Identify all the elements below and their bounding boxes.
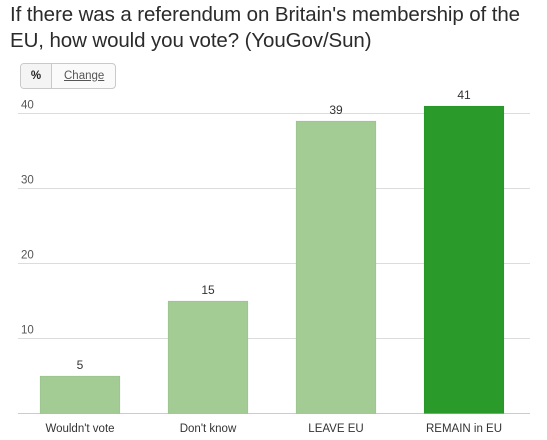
percent-toggle-button[interactable]: % bbox=[21, 64, 52, 88]
bar bbox=[423, 105, 505, 414]
y-tick-label: 10 bbox=[21, 325, 34, 337]
change-toggle-link[interactable]: Change bbox=[64, 70, 105, 82]
x-tick-label: LEAVE EU bbox=[308, 423, 363, 435]
y-tick-label: 20 bbox=[21, 250, 34, 262]
bar bbox=[295, 120, 377, 414]
y-tick-label: 30 bbox=[21, 175, 34, 187]
x-tick-label: Don't know bbox=[180, 423, 237, 435]
bars bbox=[39, 105, 505, 414]
data-label: 39 bbox=[329, 103, 343, 117]
bar bbox=[167, 300, 249, 414]
chart-title: If there was a referendum on Britain's m… bbox=[10, 3, 520, 52]
x-tick-label: REMAIN in EU bbox=[426, 423, 502, 435]
x-tick-label: Wouldn't vote bbox=[45, 423, 114, 435]
data-label: 15 bbox=[201, 283, 215, 297]
data-label: 41 bbox=[457, 88, 471, 102]
y-tick-label: 40 bbox=[21, 100, 34, 112]
view-toggle: % Change bbox=[20, 63, 117, 89]
bar bbox=[39, 375, 121, 414]
labels: 10 20 30 40 5 Wouldn't vote 15 Don't know 39 LEAV… bbox=[21, 88, 502, 435]
data-label: 5 bbox=[77, 358, 84, 372]
